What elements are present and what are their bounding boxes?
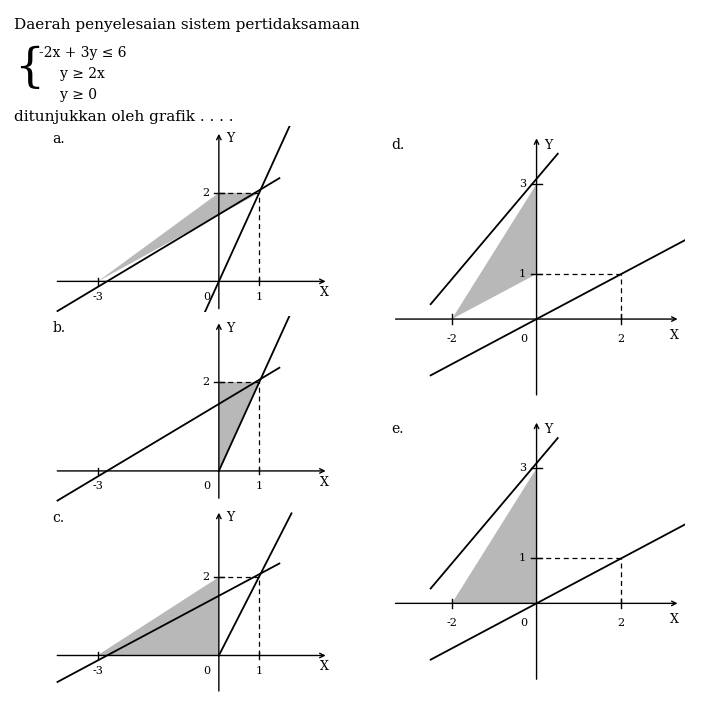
Text: X: X [670, 613, 679, 626]
Text: 2: 2 [202, 571, 209, 581]
Text: 1: 1 [256, 291, 263, 302]
Text: X: X [320, 475, 328, 489]
Text: -3: -3 [92, 481, 103, 491]
Text: -2x + 3y ≤ 6: -2x + 3y ≤ 6 [39, 46, 126, 60]
Text: c.: c. [52, 511, 64, 525]
Text: 0: 0 [520, 618, 527, 628]
Polygon shape [98, 193, 259, 282]
Text: Daerah penyelesaian sistem pertidaksamaan: Daerah penyelesaian sistem pertidaksamaa… [14, 18, 360, 32]
Text: Y: Y [226, 511, 234, 524]
Text: Y: Y [544, 138, 552, 152]
Text: b.: b. [52, 322, 66, 336]
Text: -2: -2 [446, 334, 457, 344]
Text: ditunjukkan oleh grafik . . . .: ditunjukkan oleh grafik . . . . [14, 110, 234, 124]
Polygon shape [452, 184, 537, 319]
Text: 0: 0 [203, 666, 210, 676]
Text: a.: a. [52, 132, 65, 146]
Text: -3: -3 [92, 291, 103, 302]
Text: X: X [320, 661, 328, 673]
Text: -2: -2 [446, 618, 457, 628]
Text: 2: 2 [202, 378, 209, 388]
Text: Y: Y [226, 132, 234, 145]
Text: 3: 3 [519, 463, 526, 473]
Text: 1: 1 [256, 481, 263, 491]
Text: 0: 0 [520, 334, 527, 344]
Text: 2: 2 [618, 334, 625, 344]
Text: Y: Y [226, 322, 234, 335]
Text: {: { [14, 46, 44, 91]
Text: 0: 0 [203, 291, 210, 302]
Text: 1: 1 [519, 553, 526, 563]
Text: X: X [670, 329, 679, 342]
Text: -3: -3 [92, 666, 103, 676]
Text: X: X [320, 286, 328, 299]
Text: 3: 3 [519, 179, 526, 189]
Text: 2: 2 [202, 188, 209, 198]
Text: 2: 2 [618, 618, 625, 628]
Polygon shape [98, 576, 219, 656]
Text: 1: 1 [256, 666, 263, 676]
Text: y ≥ 0: y ≥ 0 [60, 88, 97, 102]
Text: d.: d. [391, 138, 405, 152]
Text: e.: e. [391, 423, 404, 436]
Polygon shape [219, 383, 259, 471]
Text: Y: Y [544, 423, 552, 436]
Polygon shape [452, 468, 537, 603]
Text: y ≥ 2x: y ≥ 2x [60, 67, 105, 81]
Text: 1: 1 [519, 269, 526, 279]
Text: 0: 0 [203, 481, 210, 491]
